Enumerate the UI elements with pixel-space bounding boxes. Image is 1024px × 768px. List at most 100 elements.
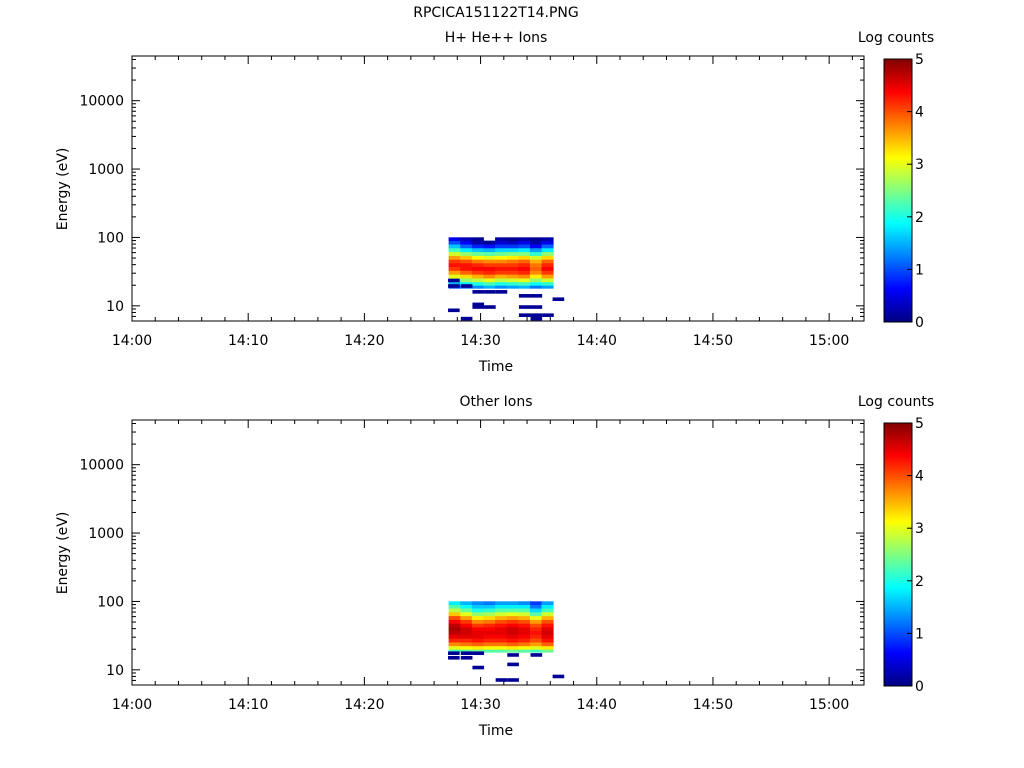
heatmap-cell-sparse — [460, 284, 473, 288]
heatmap-cell — [460, 237, 473, 242]
heatmap-cell — [448, 638, 461, 643]
x-tick-label: 14:00 — [112, 697, 152, 713]
heatmap-cell — [460, 604, 473, 609]
heatmap-cell — [541, 626, 554, 632]
heatmap-cell — [460, 266, 473, 271]
heatmap-cell — [483, 608, 496, 613]
heatmap-cell — [518, 615, 531, 620]
heatmap-cell — [506, 251, 519, 256]
heatmap-cell — [471, 240, 484, 245]
heatmap-cell-sparse — [552, 297, 565, 301]
heatmap-cell — [529, 649, 542, 653]
x-tick-label: 14:30 — [460, 333, 500, 349]
heatmap-cell — [495, 630, 508, 635]
heatmap-cell — [529, 270, 542, 275]
heatmap-cell — [483, 251, 496, 256]
heatmap-cell — [495, 262, 508, 268]
heatmap-cell — [483, 623, 496, 628]
heatmap-cell — [448, 240, 461, 245]
heatmap-cell — [471, 281, 484, 286]
heatmap-cell — [448, 247, 461, 253]
heatmap-cell — [518, 601, 531, 606]
heatmap-cell — [541, 247, 554, 253]
heatmap-cell — [483, 645, 496, 650]
heatmap-cell — [495, 638, 508, 643]
heatmap-cell — [541, 642, 554, 647]
heatmap-cell-sparse — [530, 653, 543, 657]
heatmap-cell — [518, 244, 531, 249]
heatmap-cell-sparse — [472, 290, 485, 294]
heatmap-cell — [518, 645, 531, 650]
heatmap-cell-sparse — [495, 290, 508, 294]
heatmap-cell-sparse — [472, 305, 485, 309]
heatmap-cell — [518, 255, 531, 260]
heatmap-cell — [518, 240, 531, 245]
heatmap-cell — [495, 649, 508, 653]
heatmap-cell — [460, 615, 473, 620]
heatmap-cell — [529, 255, 542, 260]
heatmap-cell — [460, 611, 473, 617]
x-tick-label: 14:10 — [228, 333, 268, 349]
x-tick-label: 14:20 — [344, 333, 384, 349]
heatmap-cell — [506, 615, 519, 620]
heatmap-cell — [448, 262, 461, 268]
heatmap-cell — [518, 262, 531, 268]
heatmap-cell — [460, 623, 473, 628]
heatmap-cell — [506, 638, 519, 643]
heatmap-cell — [471, 266, 484, 271]
heatmap-cell — [495, 278, 508, 283]
x-axis-ticks: 14:00 14:10 14:20 14:30 14:40 14:50 15:00 — [112, 420, 853, 713]
heatmap-cell — [471, 638, 484, 643]
heatmap-cell — [448, 274, 461, 279]
heatmap-cell — [541, 262, 554, 268]
heatmap-cell — [518, 266, 531, 271]
heatmap-cell — [448, 634, 461, 639]
heatmap-cell — [506, 274, 519, 279]
heatmap-cell — [495, 237, 508, 242]
y-axis-ticks: 10 100 1000 10000 — [79, 58, 864, 322]
heatmap-cell-sparse — [460, 316, 473, 321]
heatmap-cell — [541, 285, 554, 289]
heatmap-cell — [460, 608, 473, 613]
heatmap-cell — [529, 251, 542, 256]
heatmap-cell — [471, 623, 484, 628]
heatmap-cell — [541, 270, 554, 275]
colorbar — [883, 58, 913, 323]
heatmap-cell — [506, 247, 519, 253]
heatmap-cell — [495, 281, 508, 286]
heatmap-cell-sparse — [530, 313, 543, 317]
heatmap-cell — [483, 601, 496, 606]
heatmap-cell — [483, 611, 496, 617]
x-axis-ticks: 14:00 14:10 14:20 14:30 14:40 14:50 15:00 — [112, 56, 853, 349]
heatmap-cell — [541, 604, 554, 609]
heatmap-cell — [506, 645, 519, 650]
heatmap-cell-sparse — [530, 305, 543, 309]
heatmap-cell — [518, 608, 531, 613]
heatmap-cell — [448, 281, 461, 286]
plot-frame — [131, 55, 865, 322]
heatmap-cell — [518, 611, 531, 617]
heatmap-cell — [495, 608, 508, 613]
heatmap-cell — [529, 611, 542, 617]
heatmap-cell — [460, 645, 473, 650]
colorbar-tick-label: 2 — [915, 210, 924, 226]
heatmap-cell — [483, 634, 496, 639]
heatmap-cell — [529, 262, 542, 268]
heatmap-cell — [529, 274, 542, 279]
heatmap-cell — [471, 604, 484, 609]
y-tick-label: 1000 — [88, 526, 124, 542]
colorbar-tick-label: 1 — [915, 626, 924, 642]
heatmap-cell — [541, 615, 554, 620]
heatmap-cell — [483, 604, 496, 609]
heatmap-cell — [471, 642, 484, 647]
heatmap-cell — [529, 615, 542, 620]
heatmap-cell — [518, 237, 531, 242]
heatmap-cell — [495, 285, 508, 289]
heatmap-cell — [506, 266, 519, 271]
panel-title: Other Ions — [459, 394, 532, 410]
colorbar-tick-label: 3 — [915, 521, 924, 537]
heatmap-cell — [518, 281, 531, 286]
colorbar-tick-label: 2 — [915, 574, 924, 590]
heatmap-cell — [483, 262, 496, 268]
heatmap-cell — [541, 601, 554, 606]
